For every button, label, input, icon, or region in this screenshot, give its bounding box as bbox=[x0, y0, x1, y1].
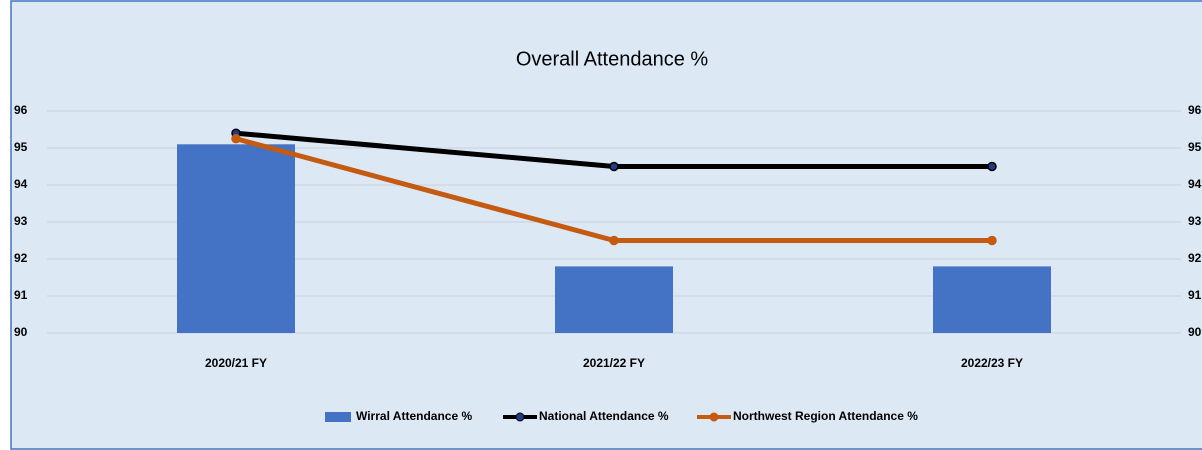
marker bbox=[987, 161, 997, 172]
legend-label: National Attendance % bbox=[539, 409, 669, 423]
x-tick-label: 2021/22 FY bbox=[583, 356, 645, 370]
marker bbox=[609, 161, 619, 172]
y2-tick-label: 96 bbox=[1188, 103, 1202, 117]
y-tick-label: 96 bbox=[14, 103, 28, 117]
bar bbox=[555, 266, 673, 333]
y-tick-label: 93 bbox=[14, 214, 28, 228]
bar bbox=[177, 144, 295, 333]
chart-title: Overall Attendance % bbox=[516, 48, 709, 70]
marker bbox=[231, 134, 241, 144]
x-tick-label: 2022/23 FY bbox=[961, 356, 1023, 370]
y2-tick-label: 94 bbox=[1188, 177, 1202, 191]
legend-label: Wirral Attendance % bbox=[356, 409, 472, 423]
legend-label: Northwest Region Attendance % bbox=[733, 409, 918, 423]
y2-tick-label: 90 bbox=[1188, 325, 1202, 339]
legend-swatch bbox=[515, 412, 525, 422]
marker bbox=[609, 235, 619, 246]
y-tick-label: 90 bbox=[14, 325, 28, 339]
x-tick-label: 2020/21 FY bbox=[205, 356, 267, 370]
y2-tick-label: 93 bbox=[1188, 214, 1202, 228]
y2-tick-label: 95 bbox=[1188, 140, 1202, 154]
y-tick-label: 91 bbox=[14, 288, 28, 302]
y2-tick-label: 92 bbox=[1188, 251, 1202, 265]
legend-swatch bbox=[325, 412, 351, 422]
marker bbox=[987, 235, 997, 246]
legend-swatch bbox=[709, 412, 719, 422]
y-tick-label: 92 bbox=[14, 251, 28, 265]
y-tick-label: 94 bbox=[14, 177, 28, 191]
y2-tick-label: 91 bbox=[1188, 288, 1202, 302]
y-tick-label: 95 bbox=[14, 140, 28, 154]
bar bbox=[933, 266, 1051, 333]
